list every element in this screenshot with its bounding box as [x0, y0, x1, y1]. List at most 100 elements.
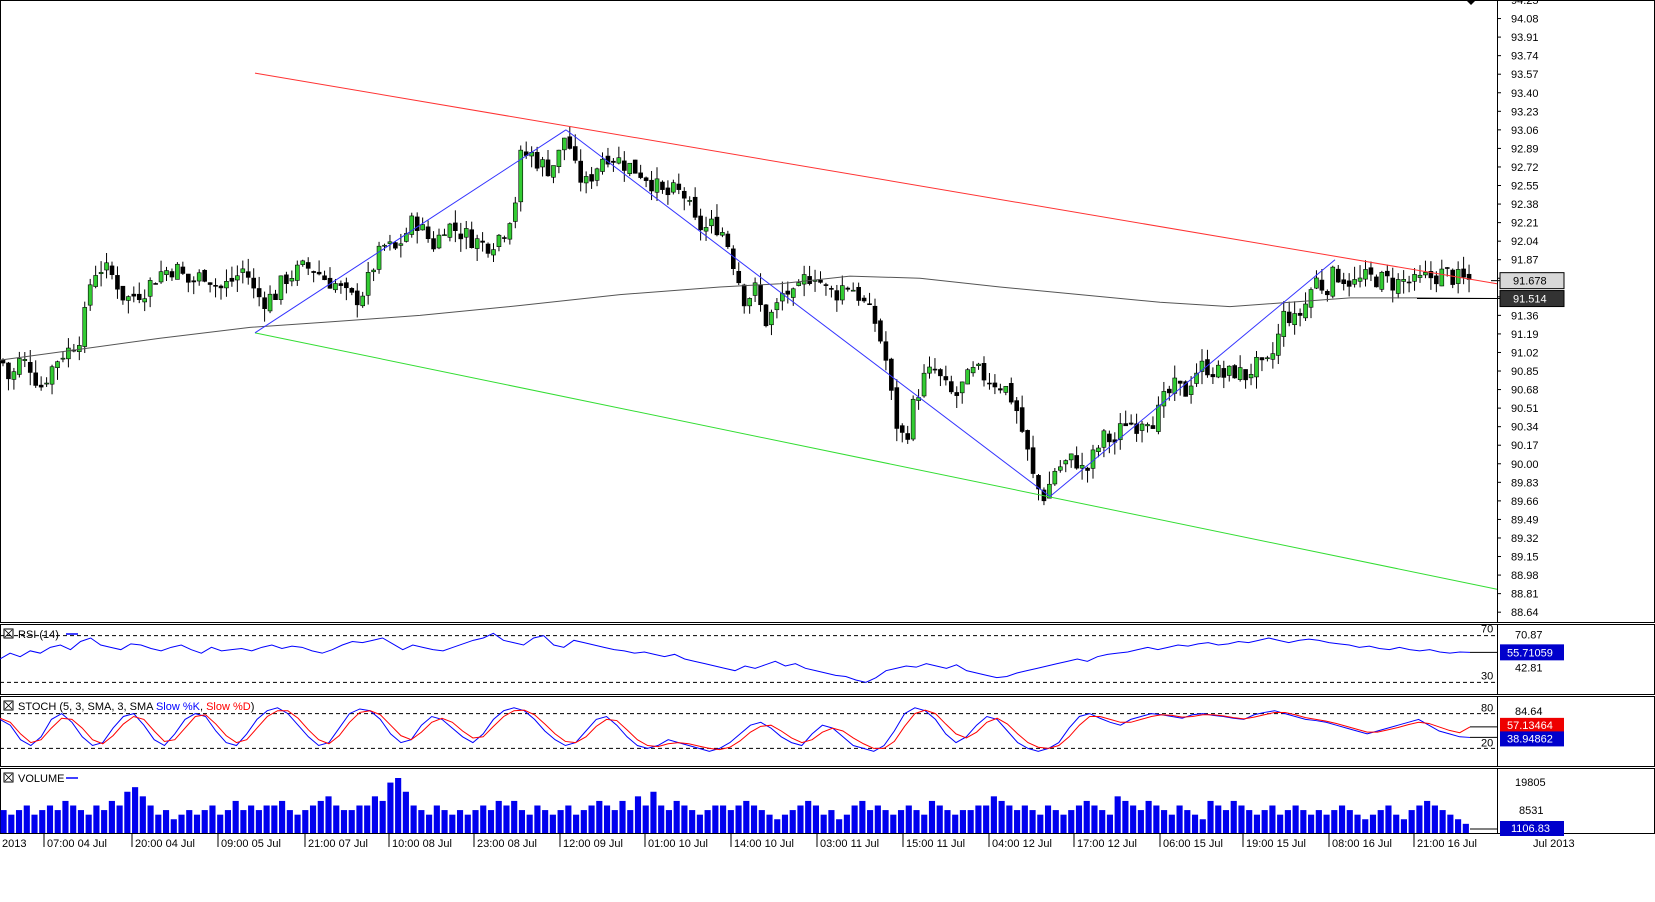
candle: [540, 156, 545, 177]
candle: [1368, 261, 1374, 282]
candle: [1107, 430, 1112, 454]
volume-bar: [689, 810, 696, 833]
stoch-k-value-box: [1500, 731, 1564, 747]
candle: [1390, 267, 1396, 303]
candle: [60, 352, 66, 363]
candle: [322, 270, 327, 281]
bear-candle-body: [1177, 380, 1183, 384]
volume-bar: [526, 814, 533, 833]
candle: [409, 212, 415, 238]
rsi-tick-label: 42.81: [1515, 662, 1543, 674]
volume-bar: [1408, 810, 1415, 833]
volume-tick-label: 19805: [1515, 777, 1546, 789]
candle: [529, 146, 534, 168]
volume-bar: [15, 810, 23, 833]
bear-candle-body: [393, 242, 398, 249]
bull-candle-body: [496, 234, 502, 247]
price-tick-label: 91.19: [1511, 329, 1539, 341]
bear-candle-body: [905, 433, 911, 440]
candle: [856, 282, 861, 306]
stoch-level-label: 20: [1481, 737, 1493, 749]
candle: [1292, 301, 1297, 335]
candle: [1167, 385, 1172, 401]
volume-bar: [1099, 810, 1106, 833]
bull-candle-body: [1216, 364, 1221, 378]
bear-candle-body: [1428, 271, 1434, 279]
candle: [850, 282, 856, 292]
candle: [1237, 355, 1243, 382]
candle: [207, 282, 213, 293]
price-tick-label: 89.83: [1511, 477, 1539, 489]
candle: [1286, 301, 1292, 327]
bear-candle-body: [1107, 433, 1112, 443]
candle: [1226, 365, 1232, 382]
bull-candle-body: [850, 289, 856, 292]
bear-candle-body: [1325, 291, 1330, 296]
bull-candle-body: [1248, 374, 1254, 379]
bull-candle-body: [1395, 279, 1401, 294]
panel-title: VOLUME: [18, 773, 64, 785]
candle: [474, 234, 480, 261]
time-tick-label: 21:00 16 Jul: [1417, 838, 1477, 850]
bear-candle-body: [829, 288, 834, 290]
volume-bar: [294, 814, 301, 833]
candle: [1412, 268, 1417, 291]
bear-candle-body: [692, 196, 698, 218]
volume-bar: [1137, 810, 1144, 833]
bull-candle-body: [562, 137, 567, 151]
candle: [1183, 380, 1188, 397]
volume-bar: [31, 814, 38, 833]
bull-candle-body: [1237, 367, 1243, 380]
bull-candle-body: [594, 168, 600, 181]
volume-bar: [170, 819, 177, 833]
price-tick-label: 93.57: [1511, 69, 1539, 81]
bear-candle-body: [1341, 279, 1346, 285]
bear-candle-body: [186, 273, 191, 283]
candle: [1008, 377, 1014, 405]
bull-candle-body: [1330, 266, 1336, 297]
volume-bar: [1284, 810, 1291, 833]
candle: [1221, 360, 1227, 389]
candle: [948, 375, 954, 395]
bear-candle-body: [453, 222, 458, 231]
candle: [1079, 452, 1085, 480]
volume-bar: [944, 810, 951, 833]
bear-candle-body: [485, 243, 491, 254]
candle: [245, 258, 251, 285]
bull-candle-body: [224, 281, 229, 289]
bear-candle-body: [676, 183, 682, 190]
candle: [1428, 261, 1434, 290]
candle: [1128, 414, 1134, 426]
support-channel-line: [254, 332, 1498, 590]
bear-candle-body: [27, 361, 33, 373]
volume-bar: [139, 796, 146, 833]
candle: [218, 284, 224, 300]
candle: [1385, 264, 1390, 283]
candle: [1281, 301, 1287, 347]
bear-candle-body: [1434, 275, 1439, 285]
candle: [142, 289, 147, 312]
time-tick-label: 15:00 11 Jul: [906, 838, 965, 850]
bull-candle-body: [1276, 333, 1281, 356]
volume-bar: [217, 814, 224, 833]
candle: [790, 287, 796, 306]
volume-bar: [1424, 800, 1431, 833]
candle: [387, 234, 393, 251]
volume-bar: [596, 800, 603, 833]
candle: [120, 285, 126, 305]
candle: [442, 228, 447, 237]
volume-bar: [1292, 805, 1299, 833]
time-axis: 2013 07:00 04 Jul 20:00 04 Jul 09:00 05 Jul…: [2, 833, 1575, 850]
price-panel: [0, 0, 1498, 590]
bear-candle-body: [1074, 455, 1079, 469]
volume-bar: [1253, 814, 1261, 833]
volume-bar: [248, 805, 255, 833]
time-tick-label: 01:00 10 Jul: [648, 838, 708, 850]
bear-candle-body: [213, 285, 218, 287]
bear-candle-body: [1368, 267, 1374, 275]
candle: [1096, 445, 1101, 458]
bear-candle-body: [981, 363, 987, 381]
bear-candle-body: [649, 179, 654, 192]
candle: [425, 220, 431, 243]
